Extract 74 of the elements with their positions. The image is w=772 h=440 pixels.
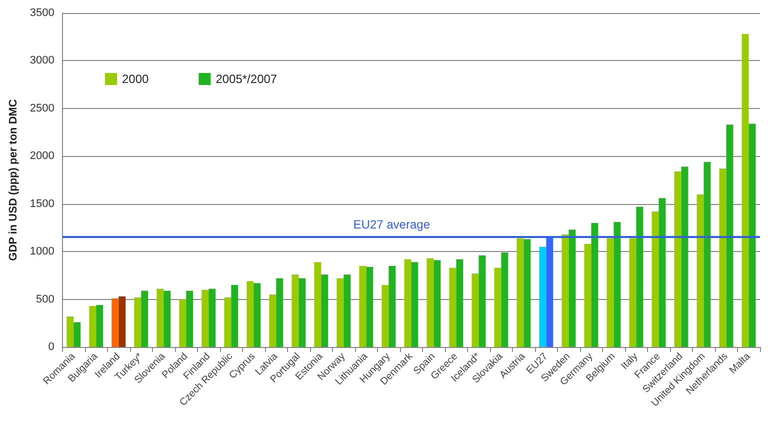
- bar: [742, 34, 749, 347]
- bar: [546, 237, 554, 347]
- bar: [164, 290, 171, 347]
- bar: [118, 296, 126, 347]
- y-tick-label: 0: [48, 341, 54, 353]
- bar: [74, 322, 81, 347]
- bar: [359, 266, 366, 347]
- bar: [388, 266, 396, 347]
- bar: [704, 162, 711, 347]
- y-tick-label: 1000: [30, 246, 54, 258]
- bar: [426, 258, 434, 347]
- bar: [298, 278, 306, 347]
- bar: [66, 316, 74, 347]
- bar: [186, 290, 194, 347]
- bar: [411, 262, 418, 347]
- bar: [202, 290, 209, 347]
- bar: [614, 222, 621, 347]
- bar: [726, 124, 734, 347]
- bar: [276, 278, 284, 347]
- bar: [344, 274, 351, 347]
- bar: [96, 305, 104, 347]
- bar: [382, 284, 389, 347]
- bar: [719, 168, 726, 347]
- bar: [208, 288, 216, 347]
- bar: [652, 211, 659, 347]
- bar: [404, 259, 412, 347]
- bar: [112, 298, 119, 347]
- legend-label: 2000: [122, 72, 150, 86]
- bar: [134, 297, 142, 347]
- y-tick-label: 3500: [30, 7, 54, 19]
- bar: [562, 234, 569, 347]
- y-tick-label: 2500: [30, 102, 54, 114]
- y-axis-title: GDP in USD (ppp) per ton DMC: [8, 99, 20, 261]
- bar: [89, 306, 96, 347]
- ref-line-label: EU27 average: [353, 217, 430, 232]
- bar: [539, 246, 546, 347]
- bar: [269, 294, 276, 347]
- bar: [606, 238, 614, 347]
- bar: [674, 171, 682, 347]
- bar: [336, 278, 344, 347]
- bar: [478, 255, 486, 347]
- bar: [629, 238, 636, 347]
- bar: [748, 124, 756, 347]
- bar: [254, 283, 261, 347]
- y-tick-label: 1500: [30, 198, 54, 210]
- bar: [141, 290, 148, 347]
- legend-label: 2005*/2007: [216, 72, 278, 86]
- bar: [516, 238, 524, 347]
- bar: [456, 259, 464, 347]
- bar: [658, 198, 666, 347]
- bar: [156, 288, 164, 347]
- bar: [472, 274, 479, 347]
- bar: [292, 274, 299, 347]
- bar: [584, 244, 592, 347]
- bar: [366, 266, 374, 347]
- bar: [434, 260, 441, 347]
- bar: [494, 268, 502, 347]
- bar: [179, 299, 186, 347]
- bar: [501, 252, 508, 347]
- bar: [449, 268, 456, 347]
- bar: [321, 274, 328, 347]
- bar: [314, 262, 322, 347]
- y-tick-label: 3000: [30, 54, 54, 67]
- y-tick-label: 500: [36, 293, 54, 306]
- y-tick-label: 2000: [30, 150, 54, 162]
- bar: [524, 239, 531, 347]
- bar: [231, 284, 238, 347]
- bar: [224, 297, 232, 347]
- bar: [681, 166, 688, 347]
- bar: [246, 281, 254, 347]
- bar: [696, 194, 704, 347]
- bar: [568, 230, 576, 347]
- bar: [636, 206, 644, 347]
- bar: [591, 222, 598, 347]
